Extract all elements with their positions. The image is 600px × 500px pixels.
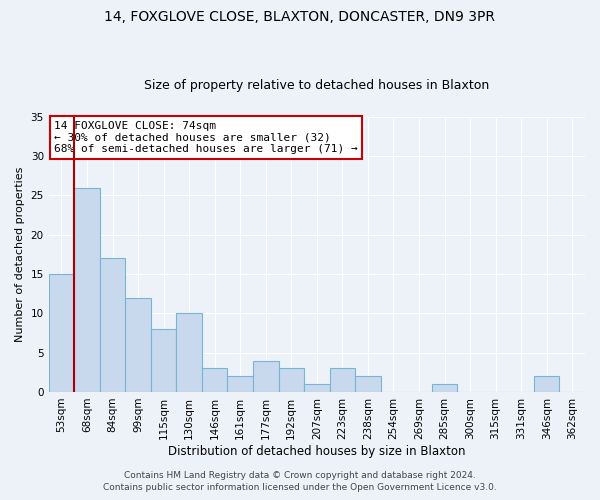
Bar xyxy=(125,298,151,392)
Bar xyxy=(534,376,559,392)
Bar xyxy=(151,329,176,392)
Text: 14, FOXGLOVE CLOSE, BLAXTON, DONCASTER, DN9 3PR: 14, FOXGLOVE CLOSE, BLAXTON, DONCASTER, … xyxy=(104,10,496,24)
Text: 14 FOXGLOVE CLOSE: 74sqm
← 30% of detached houses are smaller (32)
68% of semi-d: 14 FOXGLOVE CLOSE: 74sqm ← 30% of detach… xyxy=(54,121,358,154)
Bar xyxy=(176,314,202,392)
Bar xyxy=(304,384,329,392)
Bar xyxy=(100,258,125,392)
Bar xyxy=(227,376,253,392)
Bar xyxy=(202,368,227,392)
Bar xyxy=(74,188,100,392)
Text: Contains HM Land Registry data © Crown copyright and database right 2024.
Contai: Contains HM Land Registry data © Crown c… xyxy=(103,471,497,492)
Bar xyxy=(49,274,74,392)
Y-axis label: Number of detached properties: Number of detached properties xyxy=(15,166,25,342)
Bar xyxy=(329,368,355,392)
Title: Size of property relative to detached houses in Blaxton: Size of property relative to detached ho… xyxy=(144,79,490,92)
Bar xyxy=(278,368,304,392)
Bar xyxy=(432,384,457,392)
X-axis label: Distribution of detached houses by size in Blaxton: Distribution of detached houses by size … xyxy=(168,444,466,458)
Bar xyxy=(253,360,278,392)
Bar xyxy=(355,376,380,392)
